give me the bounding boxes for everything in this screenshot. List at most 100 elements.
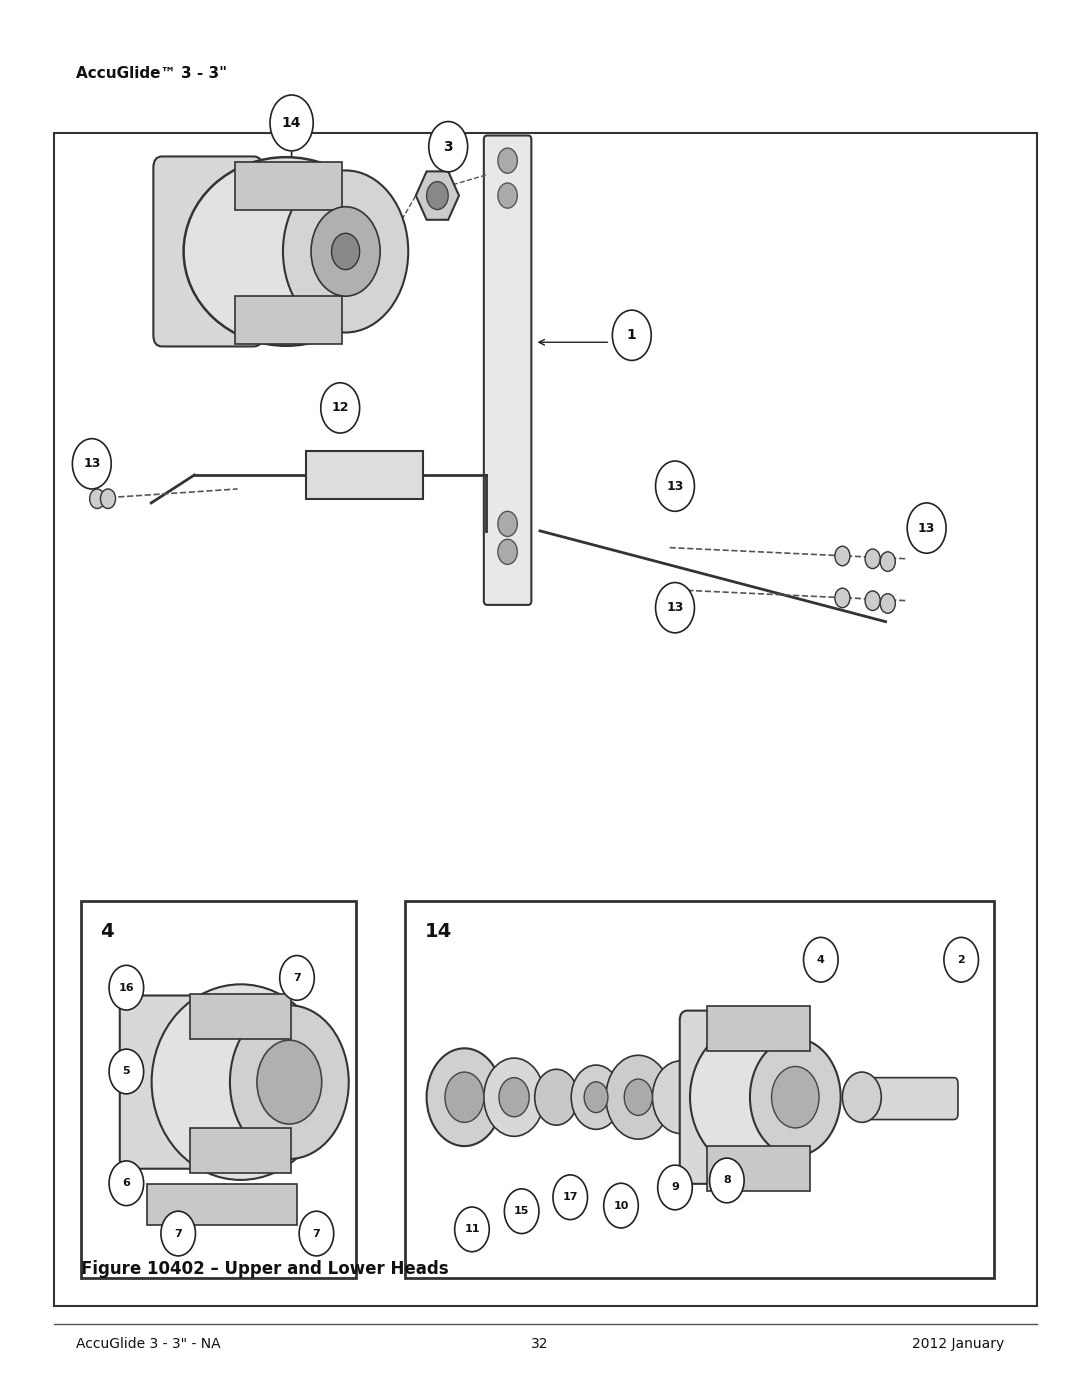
Text: 2: 2 xyxy=(957,954,966,965)
Circle shape xyxy=(504,1189,539,1234)
Text: 11: 11 xyxy=(464,1224,480,1235)
FancyBboxPatch shape xyxy=(147,1185,297,1225)
Text: AccuGlide™ 3 - 3": AccuGlide™ 3 - 3" xyxy=(76,66,227,81)
Ellipse shape xyxy=(690,1021,825,1172)
Circle shape xyxy=(257,1041,322,1125)
Text: 32: 32 xyxy=(531,1337,549,1351)
Text: 7: 7 xyxy=(293,972,301,983)
Circle shape xyxy=(299,1211,334,1256)
Circle shape xyxy=(427,1048,502,1146)
Circle shape xyxy=(612,310,651,360)
Circle shape xyxy=(584,1081,608,1112)
Circle shape xyxy=(710,1158,744,1203)
Text: 14: 14 xyxy=(282,116,301,130)
Circle shape xyxy=(90,489,105,509)
FancyBboxPatch shape xyxy=(54,133,1037,1306)
FancyBboxPatch shape xyxy=(153,156,262,346)
Circle shape xyxy=(604,1183,638,1228)
Circle shape xyxy=(109,965,144,1010)
FancyBboxPatch shape xyxy=(405,901,994,1278)
Circle shape xyxy=(907,503,946,553)
Circle shape xyxy=(498,183,517,208)
Text: 13: 13 xyxy=(83,457,100,471)
Text: 6: 6 xyxy=(122,1178,131,1189)
Text: 14: 14 xyxy=(424,922,451,942)
Circle shape xyxy=(280,956,314,1000)
Circle shape xyxy=(498,148,517,173)
Text: 15: 15 xyxy=(514,1206,529,1217)
Circle shape xyxy=(865,591,880,610)
Text: Figure 10402 – Upper and Lower Heads: Figure 10402 – Upper and Lower Heads xyxy=(81,1260,448,1278)
Text: 12: 12 xyxy=(332,401,349,415)
Circle shape xyxy=(624,1078,652,1115)
Circle shape xyxy=(535,1069,578,1125)
Circle shape xyxy=(109,1161,144,1206)
Circle shape xyxy=(311,207,380,296)
Text: 10: 10 xyxy=(613,1200,629,1211)
Text: 2012 January: 2012 January xyxy=(913,1337,1004,1351)
Circle shape xyxy=(332,233,360,270)
FancyBboxPatch shape xyxy=(235,162,342,210)
Circle shape xyxy=(445,1071,484,1122)
Circle shape xyxy=(656,461,694,511)
Circle shape xyxy=(750,1038,840,1155)
FancyBboxPatch shape xyxy=(858,1077,958,1119)
Text: 4: 4 xyxy=(100,922,114,942)
Circle shape xyxy=(429,122,468,172)
Circle shape xyxy=(100,489,116,509)
Circle shape xyxy=(109,1049,144,1094)
Text: 7: 7 xyxy=(312,1228,321,1239)
Circle shape xyxy=(72,439,111,489)
FancyBboxPatch shape xyxy=(81,901,356,1278)
Circle shape xyxy=(571,1065,621,1129)
Text: 3: 3 xyxy=(444,140,453,154)
Circle shape xyxy=(652,1060,708,1133)
FancyBboxPatch shape xyxy=(706,1006,810,1051)
Circle shape xyxy=(230,1006,349,1160)
FancyBboxPatch shape xyxy=(120,996,227,1169)
Circle shape xyxy=(865,549,880,569)
Circle shape xyxy=(283,170,408,332)
Circle shape xyxy=(842,1071,881,1122)
Circle shape xyxy=(771,1066,819,1127)
Circle shape xyxy=(455,1207,489,1252)
Ellipse shape xyxy=(184,158,389,345)
Circle shape xyxy=(553,1175,588,1220)
Circle shape xyxy=(498,511,517,536)
Circle shape xyxy=(656,583,694,633)
Text: 13: 13 xyxy=(666,601,684,615)
FancyBboxPatch shape xyxy=(235,296,342,344)
Text: 1: 1 xyxy=(626,328,637,342)
Text: 5: 5 xyxy=(122,1066,131,1077)
Text: 7: 7 xyxy=(174,1228,183,1239)
FancyBboxPatch shape xyxy=(190,1129,292,1173)
Circle shape xyxy=(880,552,895,571)
Text: 8: 8 xyxy=(723,1175,731,1186)
Text: 9: 9 xyxy=(671,1182,679,1193)
Ellipse shape xyxy=(151,985,329,1180)
Circle shape xyxy=(658,1165,692,1210)
Text: 4: 4 xyxy=(816,954,825,965)
Circle shape xyxy=(835,546,850,566)
FancyBboxPatch shape xyxy=(306,451,423,499)
Circle shape xyxy=(944,937,978,982)
FancyBboxPatch shape xyxy=(706,1146,810,1190)
FancyBboxPatch shape xyxy=(484,136,531,605)
Circle shape xyxy=(270,95,313,151)
Circle shape xyxy=(427,182,448,210)
Text: 13: 13 xyxy=(918,521,935,535)
Circle shape xyxy=(880,594,895,613)
Text: 17: 17 xyxy=(563,1192,578,1203)
FancyBboxPatch shape xyxy=(679,1010,759,1183)
Text: AccuGlide 3 - 3" - NA: AccuGlide 3 - 3" - NA xyxy=(76,1337,220,1351)
Circle shape xyxy=(606,1055,671,1139)
FancyBboxPatch shape xyxy=(190,995,292,1039)
Circle shape xyxy=(161,1211,195,1256)
Circle shape xyxy=(498,539,517,564)
Text: 13: 13 xyxy=(666,479,684,493)
Circle shape xyxy=(499,1077,529,1116)
Circle shape xyxy=(484,1058,544,1136)
Text: 16: 16 xyxy=(119,982,134,993)
Circle shape xyxy=(804,937,838,982)
Circle shape xyxy=(835,588,850,608)
